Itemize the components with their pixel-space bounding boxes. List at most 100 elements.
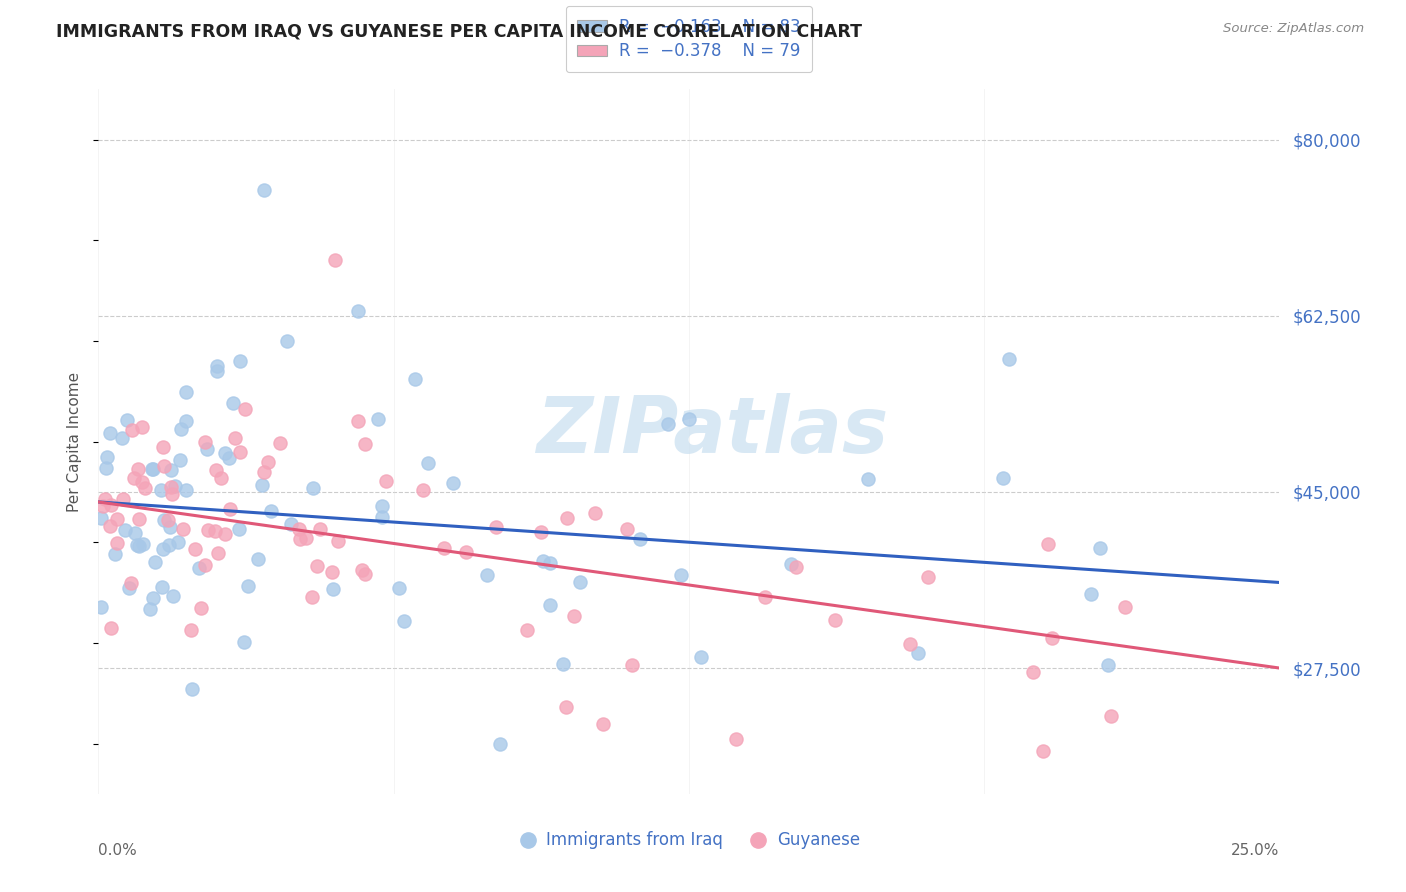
Point xyxy=(118,581,141,595)
Point xyxy=(174,483,197,497)
Point xyxy=(224,431,246,445)
Text: 25.0%: 25.0% xyxy=(1232,843,1279,858)
Point xyxy=(128,511,150,525)
Y-axis label: Per Capita Income: Per Capita Income xyxy=(67,371,83,512)
Point xyxy=(98,519,121,533)
Point xyxy=(115,413,138,427)
Point xyxy=(204,524,226,538)
Point xyxy=(301,590,323,604)
Point xyxy=(229,354,252,368)
Point xyxy=(657,417,679,431)
Point xyxy=(441,476,464,491)
Point xyxy=(1032,743,1054,757)
Point xyxy=(228,522,250,536)
Point xyxy=(111,491,134,506)
Point xyxy=(754,590,776,604)
Point xyxy=(124,525,146,540)
Point xyxy=(194,558,217,573)
Point xyxy=(678,412,700,426)
Point xyxy=(100,498,122,512)
Point xyxy=(207,546,229,560)
Point xyxy=(1114,599,1136,614)
Point xyxy=(538,598,561,612)
Point xyxy=(252,477,274,491)
Point xyxy=(131,475,153,489)
Point xyxy=(302,481,325,495)
Point xyxy=(125,538,148,552)
Point xyxy=(90,599,112,614)
Point xyxy=(388,582,411,596)
Point xyxy=(131,419,153,434)
Point xyxy=(143,555,166,569)
Point xyxy=(562,609,585,624)
Point xyxy=(122,471,145,485)
Point xyxy=(204,463,226,477)
Point xyxy=(307,558,329,573)
Point xyxy=(214,527,236,541)
Point xyxy=(280,516,302,531)
Point xyxy=(309,522,332,536)
Point xyxy=(134,481,156,495)
Point xyxy=(616,522,638,536)
Point xyxy=(96,450,118,464)
Point xyxy=(347,414,370,428)
Point xyxy=(139,601,162,615)
Point xyxy=(253,465,276,479)
Legend: Immigrants from Iraq, Guyanese: Immigrants from Iraq, Guyanese xyxy=(512,825,866,856)
Point xyxy=(592,716,614,731)
Point xyxy=(416,455,439,469)
Point xyxy=(214,446,236,460)
Point xyxy=(898,637,921,651)
Point xyxy=(917,570,939,584)
Point xyxy=(98,425,121,440)
Point xyxy=(121,423,143,437)
Point xyxy=(229,444,252,458)
Point xyxy=(100,621,122,635)
Point xyxy=(156,513,179,527)
Point xyxy=(141,462,163,476)
Point xyxy=(127,462,149,476)
Point xyxy=(367,411,389,425)
Point xyxy=(142,462,165,476)
Point xyxy=(152,440,174,454)
Point xyxy=(169,453,191,467)
Point xyxy=(90,511,112,525)
Point xyxy=(354,437,377,451)
Point xyxy=(104,547,127,561)
Point xyxy=(412,483,434,497)
Point xyxy=(183,542,205,557)
Point xyxy=(120,576,142,591)
Point xyxy=(276,334,298,348)
Point xyxy=(433,541,456,555)
Point xyxy=(553,657,575,671)
Point xyxy=(128,539,150,553)
Point xyxy=(288,522,311,536)
Point xyxy=(538,556,561,570)
Text: 0.0%: 0.0% xyxy=(98,843,138,858)
Point xyxy=(160,486,183,500)
Point xyxy=(998,352,1021,367)
Point xyxy=(370,509,392,524)
Point xyxy=(374,474,396,488)
Point xyxy=(1036,537,1059,551)
Point xyxy=(295,531,318,545)
Point xyxy=(530,524,553,539)
Point xyxy=(162,589,184,603)
Point xyxy=(555,511,578,525)
Point xyxy=(159,480,181,494)
Point xyxy=(516,624,538,638)
Point xyxy=(621,657,644,672)
Point xyxy=(1099,709,1122,723)
Point xyxy=(628,532,651,546)
Point xyxy=(531,554,554,568)
Point xyxy=(725,731,748,746)
Point xyxy=(187,560,209,574)
Point xyxy=(174,385,197,400)
Point xyxy=(132,537,155,551)
Point xyxy=(347,303,370,318)
Point xyxy=(235,401,257,416)
Text: Source: ZipAtlas.com: Source: ZipAtlas.com xyxy=(1223,22,1364,36)
Point xyxy=(96,461,118,475)
Point xyxy=(1097,658,1119,673)
Point xyxy=(1088,541,1111,555)
